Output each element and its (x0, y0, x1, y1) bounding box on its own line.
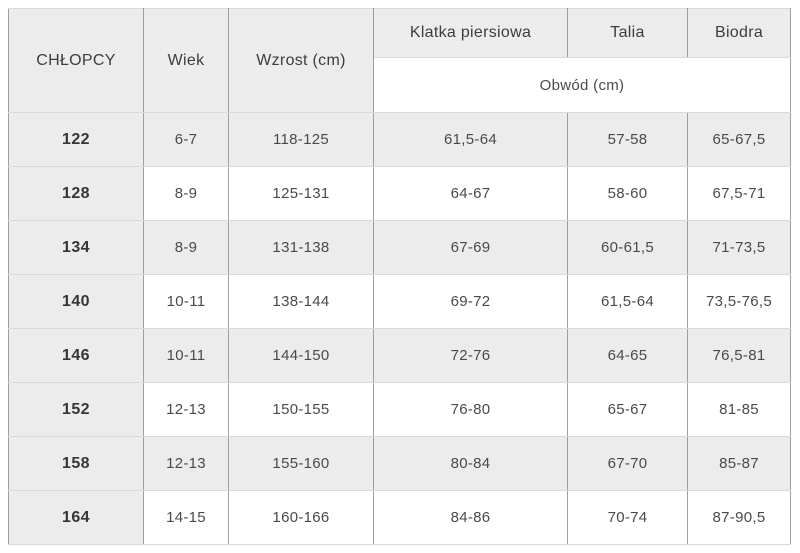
table-row: 152 12-13 150-155 76-80 65-67 81-85 (8, 382, 791, 437)
waist-cell: 57-58 (567, 112, 688, 167)
table-row: 146 10-11 144-150 72-76 64-65 76,5-81 (8, 328, 791, 383)
waist-cell: 67-70 (567, 436, 688, 491)
table-row: 140 10-11 138-144 69-72 61,5-64 73,5-76,5 (8, 274, 791, 329)
hips-cell: 87-90,5 (687, 490, 791, 545)
waist-cell: 70-74 (567, 490, 688, 545)
hips-cell: 76,5-81 (687, 328, 791, 383)
table-header: CHŁOPCY Wiek Wzrost (cm) Klatka piersiow… (8, 8, 791, 113)
hips-cell: 65-67,5 (687, 112, 791, 167)
chest-cell: 67-69 (373, 220, 568, 275)
waist-cell: 58-60 (567, 166, 688, 221)
chest-cell: 72-76 (373, 328, 568, 383)
age-cell: 8-9 (143, 220, 229, 275)
header-hips: Biodra (687, 8, 791, 58)
size-cell: 164 (8, 490, 144, 545)
height-cell: 138-144 (228, 274, 374, 329)
height-cell: 160-166 (228, 490, 374, 545)
size-cell: 140 (8, 274, 144, 329)
header-height: Wzrost (cm) (228, 8, 374, 113)
hips-cell: 81-85 (687, 382, 791, 437)
height-cell: 144-150 (228, 328, 374, 383)
header-boys: CHŁOPCY (8, 8, 144, 113)
size-cell: 128 (8, 166, 144, 221)
hips-cell: 73,5-76,5 (687, 274, 791, 329)
header-row-sub: Obwód (cm) (9, 57, 791, 113)
size-cell: 134 (8, 220, 144, 275)
height-cell: 131-138 (228, 220, 374, 275)
age-cell: 10-11 (143, 274, 229, 329)
header-chest: Klatka piersiowa (373, 8, 568, 58)
hips-cell: 71-73,5 (687, 220, 791, 275)
chest-cell: 80-84 (373, 436, 568, 491)
hips-cell: 85-87 (687, 436, 791, 491)
chest-cell: 64-67 (373, 166, 568, 221)
height-cell: 118-125 (228, 112, 374, 167)
waist-cell: 65-67 (567, 382, 688, 437)
size-cell: 122 (8, 112, 144, 167)
age-cell: 12-13 (143, 382, 229, 437)
table-row: 122 6-7 118-125 61,5-64 57-58 65-67,5 (8, 112, 791, 167)
age-cell: 6-7 (143, 112, 229, 167)
chest-cell: 69-72 (373, 274, 568, 329)
waist-cell: 64-65 (567, 328, 688, 383)
age-cell: 12-13 (143, 436, 229, 491)
table-row: 164 14-15 160-166 84-86 70-74 87-90,5 (8, 490, 791, 545)
subheader-circumference: Obwód (cm) (373, 57, 791, 113)
table-row: 128 8-9 125-131 64-67 58-60 67,5-71 (8, 166, 791, 221)
hips-cell: 67,5-71 (687, 166, 791, 221)
size-chart-table: CHŁOPCY Wiek Wzrost (cm) Klatka piersiow… (8, 8, 791, 545)
header-waist: Talia (567, 8, 688, 58)
header-age: Wiek (143, 8, 229, 113)
size-cell: 146 (8, 328, 144, 383)
chest-cell: 61,5-64 (373, 112, 568, 167)
waist-cell: 61,5-64 (567, 274, 688, 329)
chest-cell: 76-80 (373, 382, 568, 437)
waist-cell: 60-61,5 (567, 220, 688, 275)
age-cell: 8-9 (143, 166, 229, 221)
size-cell: 158 (8, 436, 144, 491)
age-cell: 10-11 (143, 328, 229, 383)
height-cell: 155-160 (228, 436, 374, 491)
chest-cell: 84-86 (373, 490, 568, 545)
table-row: 134 8-9 131-138 67-69 60-61,5 71-73,5 (8, 220, 791, 275)
height-cell: 125-131 (228, 166, 374, 221)
table-row: 158 12-13 155-160 80-84 67-70 85-87 (8, 436, 791, 491)
size-cell: 152 (8, 382, 144, 437)
table-body: 122 6-7 118-125 61,5-64 57-58 65-67,5 128 8-9 12… (8, 112, 791, 545)
height-cell: 150-155 (228, 382, 374, 437)
age-cell: 14-15 (143, 490, 229, 545)
header-row-main: CHŁOPCY Wiek Wzrost (cm) Klatka piersiow… (8, 8, 791, 113)
